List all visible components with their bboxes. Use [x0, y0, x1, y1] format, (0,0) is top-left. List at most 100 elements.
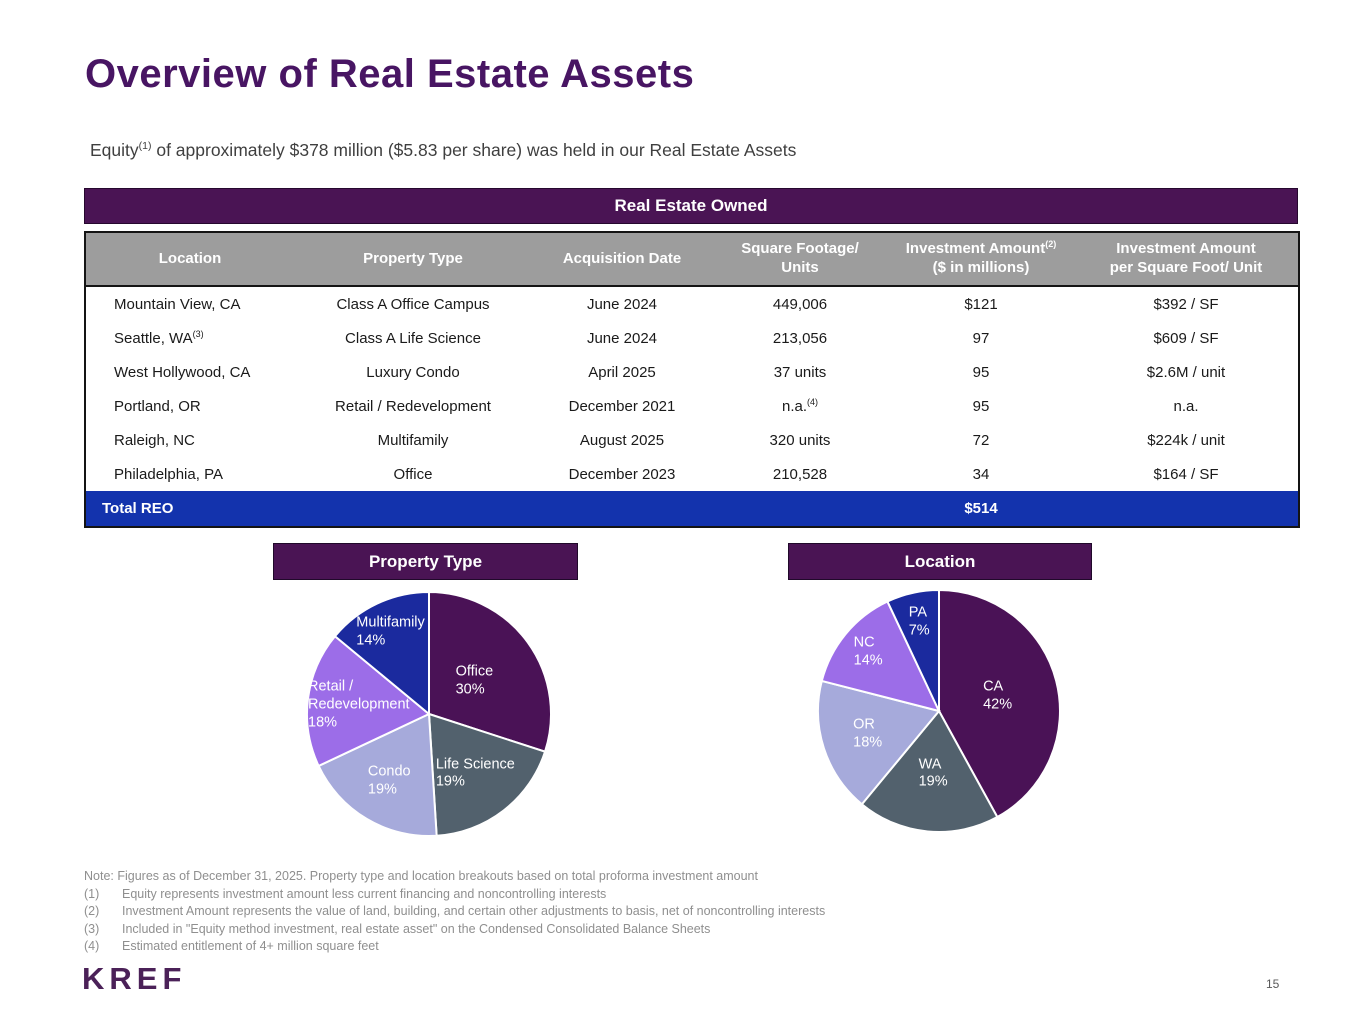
table-cell: $224k / unit	[1074, 423, 1298, 457]
table-row: Mountain View, CA Class A Office Campus Ju…	[86, 286, 1298, 321]
table-row: Raleigh, NC Multifamily August 2025 320 uni…	[86, 423, 1298, 457]
table-row: Seattle, WA(3) Class A Life Science June 2…	[86, 321, 1298, 355]
table-row: Portland, OR Retail / Redevelopment Decemb…	[86, 389, 1298, 423]
subtitle: Equity(1) of approximately $378 million …	[90, 140, 797, 160]
total-empty-cell	[1074, 491, 1298, 526]
table-cell: n.a.(4)	[712, 389, 888, 423]
kref-logo: KREF	[82, 961, 187, 996]
footnote-number: (3)	[84, 921, 100, 936]
location-chart-title: Location	[788, 543, 1092, 580]
reo-table: Location Property Type Acquisition Date Squ…	[84, 231, 1300, 528]
footnote-text: Included in "Equity method investment, r…	[122, 921, 711, 936]
column-header: Investment Amount(2) ($ in millions)	[888, 233, 1074, 287]
table-cell: West Hollywood, CA	[86, 355, 294, 389]
table-cell: 210,528	[712, 457, 888, 491]
footnote-row: (4) Estimated entitlement of 4+ million s…	[84, 938, 825, 956]
pie-slice-pa	[886, 588, 940, 712]
table-cell: 95	[888, 355, 1074, 389]
footnotes: (1) Equity represents investment amount l…	[84, 886, 825, 956]
table-cell: Philadelphia, PA	[86, 457, 294, 491]
table-cell: 320 units	[712, 423, 888, 457]
note-line: Note: Figures as of December 31, 2025. P…	[84, 869, 758, 883]
pie-label-or: OR 18%	[853, 716, 883, 751]
pie-label-ca: CA 42%	[983, 678, 1013, 712]
table-cell: August 2025	[532, 423, 712, 457]
pie-slice-retail-redevelopment	[306, 634, 431, 768]
table-cell: June 2024	[532, 286, 712, 321]
table-cell: Luxury Condo	[294, 355, 532, 389]
table-cell: Multifamily	[294, 423, 532, 457]
footnote-text: Equity represents investment amount less…	[122, 886, 607, 901]
table-cell: Office	[294, 457, 532, 491]
pie-slice-wa	[860, 709, 999, 833]
footnote-number: (1)	[84, 886, 100, 901]
pie-label-condo: Condo 19%	[367, 763, 411, 798]
total-value: $514	[888, 491, 1074, 526]
column-header: Investment Amount per Square Foot/ Unit	[1074, 233, 1298, 287]
pie-slice-ca	[938, 588, 1061, 819]
pie-slice-or	[817, 679, 941, 806]
footnote-number: (2)	[84, 904, 100, 918]
table-cell: 97	[888, 321, 1074, 355]
table-cell: Portland, OR	[86, 389, 294, 423]
total-row: Total REO $514	[86, 491, 1298, 526]
reo-header-row: Location Property Type Acquisition Date Squ…	[86, 233, 1298, 287]
pie-label-multifamily: Multifamily 14%	[356, 614, 425, 649]
pie-slice-condo	[317, 712, 438, 837]
table-title-band: Real Estate Owned	[84, 188, 1298, 224]
table-cell: Class A Life Science	[294, 321, 532, 355]
column-header: Location	[86, 233, 294, 287]
pie-slice-nc	[820, 600, 941, 713]
total-label: Total REO	[86, 491, 888, 526]
table-cell: $2.6M / unit	[1074, 355, 1298, 389]
reo-table-grid: Location Property Type Acquisition Date Squ…	[86, 233, 1298, 526]
table-cell: 34	[888, 457, 1074, 491]
location-pie-chart: CA 42% WA 19% OR 18% NC 14% PA 7%	[784, 556, 1094, 866]
table-title: Real Estate Owned	[614, 196, 768, 215]
pie-slice-multifamily	[333, 590, 430, 717]
property-type-pie-svg	[306, 590, 552, 837]
page-title: Overview of Real Estate Assets	[85, 52, 695, 96]
table-cell: $121	[888, 286, 1074, 321]
table-cell: December 2023	[532, 457, 712, 491]
page-number: 15	[1266, 977, 1280, 991]
table-cell: June 2024	[532, 321, 712, 355]
footnote-row: (3) Included in "Equity method investment…	[84, 921, 825, 939]
pie-label-office: Office 30%	[455, 663, 494, 697]
pie-label-nc: NC 14%	[853, 634, 883, 669]
pie-slice-office	[428, 590, 552, 753]
table-cell: $164 / SF	[1074, 457, 1298, 491]
property-type-chart-title: Property Type	[273, 543, 578, 580]
footnote-number: (4)	[84, 939, 100, 953]
table-cell: Class A Office Campus	[294, 286, 532, 321]
table-cell: 213,056	[712, 321, 888, 355]
table-row: West Hollywood, CA Luxury Condo April 2025…	[86, 355, 1298, 389]
pie-label-life-science: Life Science 19%	[435, 756, 515, 790]
table-cell: n.a.	[1074, 389, 1298, 423]
column-header: Square Footage/Units	[712, 233, 888, 287]
table-cell: Mountain View, CA	[86, 286, 294, 321]
reo-table-body: Mountain View, CA Class A Office Campus Ju…	[86, 286, 1298, 491]
table-cell: 449,006	[712, 286, 888, 321]
table-cell: December 2021	[532, 389, 712, 423]
footnote-row: (1) Equity represents investment amount l…	[84, 886, 825, 904]
column-header: Acquisition Date	[532, 233, 712, 287]
table-cell: April 2025	[532, 355, 712, 389]
footnote-text: Estimated entitlement of 4+ million squa…	[122, 939, 379, 953]
footnote-row: (2) Investment Amount represents the valu…	[84, 903, 825, 921]
column-header: Property Type	[294, 233, 532, 287]
table-cell: Retail / Redevelopment	[294, 389, 532, 423]
table-cell: $609 / SF	[1074, 321, 1298, 355]
table-cell: 72	[888, 423, 1074, 457]
table-cell: 37 units	[712, 355, 888, 389]
property-type-pie-chart: Office 30% Life Science 19% Condo 19% Retail /…	[274, 559, 584, 869]
table-cell: 95	[888, 389, 1074, 423]
location-pie-svg	[817, 588, 1061, 833]
footnote-text: Investment Amount represents the value o…	[122, 904, 826, 918]
notes: Note: Figures as of December 31, 2025. P…	[84, 868, 825, 956]
table-cell: Seattle, WA(3)	[86, 321, 294, 355]
pie-label-retail-redevelopment: Retail / Redevelopment 18%	[308, 678, 410, 730]
pie-slice-life-science	[427, 712, 547, 837]
table-cell: $392 / SF	[1074, 286, 1298, 321]
